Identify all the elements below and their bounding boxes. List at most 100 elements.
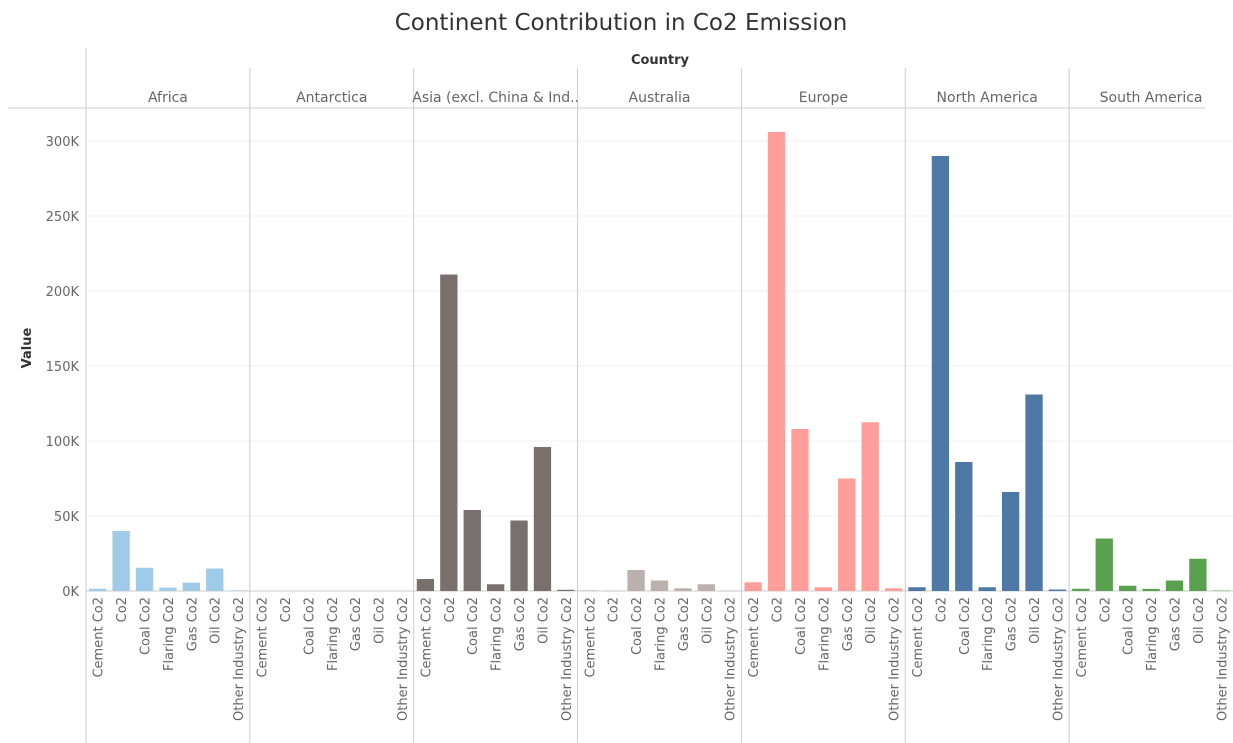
bar <box>510 520 528 591</box>
bar <box>1189 558 1207 591</box>
category-label: Gas Co2 <box>1168 597 1183 651</box>
bar <box>931 156 950 591</box>
bar <box>135 567 154 591</box>
bar <box>814 587 833 591</box>
category-label: Cement Co2 <box>92 597 107 678</box>
category-label: Oil Co2 <box>373 597 388 644</box>
category-label: Flaring Co2 <box>817 597 832 671</box>
bar <box>486 584 505 591</box>
category-label: Coal Co2 <box>1122 597 1137 655</box>
bar <box>1142 588 1160 591</box>
bar <box>650 580 669 591</box>
bar <box>697 584 715 591</box>
panel-label: Africa <box>148 90 188 106</box>
bar <box>112 531 130 591</box>
bar <box>416 579 435 591</box>
category-label: Co2 <box>771 597 786 622</box>
category-label: Coal Co2 <box>630 597 645 655</box>
bar <box>182 582 200 591</box>
category-label: Gas Co2 <box>677 597 692 651</box>
bar <box>1165 580 1184 591</box>
category-label: Co2 <box>1098 597 1113 622</box>
panel-label: Europe <box>799 90 848 106</box>
category-label: Gas Co2 <box>1005 597 1020 651</box>
category-label: Oil Co2 <box>1192 597 1207 644</box>
bar <box>580 590 598 591</box>
category-label: Flaring Co2 <box>326 597 341 671</box>
bars <box>89 132 1230 592</box>
panel-label: Antarctica <box>296 90 367 106</box>
category-label: Oil Co2 <box>536 597 551 644</box>
category-label: Cement Co2 <box>747 597 762 678</box>
category-label: Other Industry Co2 <box>888 597 903 721</box>
panel-labels: Africa Antarctica Asia (excl. China & Ind.… <box>148 90 1203 106</box>
bar <box>1072 588 1090 591</box>
bar <box>627 570 645 591</box>
category-label: Gas Co2 <box>349 597 364 651</box>
bar <box>884 588 903 591</box>
category-label: Coal Co2 <box>958 597 973 655</box>
category-label: Oil Co2 <box>864 597 879 644</box>
category-label: Coal Co2 <box>302 597 317 655</box>
category-label: Coal Co2 <box>794 597 809 655</box>
category-label: Gas Co2 <box>513 597 528 651</box>
category-label: Co2 <box>607 597 622 622</box>
category-label: Other Industry Co2 <box>396 597 411 721</box>
column-header: Country <box>631 53 690 68</box>
category-label: Gas Co2 <box>185 597 200 651</box>
bar <box>159 587 177 591</box>
category-label: Other Industry Co2 <box>232 597 247 721</box>
y-tick-label: 0K <box>62 585 79 600</box>
y-tick-label: 150K <box>46 360 80 375</box>
bar <box>89 588 107 591</box>
bar <box>838 478 856 591</box>
y-axis-label: Value <box>20 327 35 368</box>
category-label: Cement Co2 <box>911 597 926 678</box>
bar <box>744 582 762 591</box>
bar <box>557 589 575 591</box>
y-axis-ticks: 0K 50K 100K 150K 200K 250K 300K <box>46 135 80 600</box>
gridlines <box>86 140 1233 517</box>
category-label: Flaring Co2 <box>490 597 505 671</box>
bar <box>440 274 458 591</box>
chart-title: Continent Contribution in Co2 Emission <box>395 10 848 36</box>
panel-label: South America <box>1100 90 1203 106</box>
panel-label: Asia (excl. China & Ind.. <box>412 90 579 106</box>
category-label: Oil Co2 <box>209 597 224 644</box>
category-label: Coal Co2 <box>139 597 154 655</box>
bar <box>1212 590 1230 592</box>
category-label: Cement Co2 <box>1075 597 1090 678</box>
bar <box>1048 589 1067 591</box>
category-labels: Cement Co2 Co2 Coal Co2 Flaring Co2 Gas Co2 O… <box>92 597 1231 721</box>
bar <box>861 422 879 591</box>
y-tick-label: 300K <box>46 135 80 150</box>
bar <box>229 590 247 591</box>
category-label: Oil Co2 <box>1028 597 1043 644</box>
bar <box>533 447 552 591</box>
category-label: Cement Co2 <box>419 597 434 678</box>
panel-label: North America <box>937 90 1038 106</box>
category-label: Gas Co2 <box>841 597 856 651</box>
bar <box>463 510 481 591</box>
bar <box>1025 394 1043 591</box>
bar <box>674 588 692 591</box>
category-label: Other Industry Co2 <box>1215 597 1230 721</box>
bar <box>908 587 926 591</box>
category-label: Cement Co2 <box>583 597 598 678</box>
category-label: Co2 <box>443 597 458 622</box>
y-tick-label: 250K <box>46 210 80 225</box>
bar <box>1095 538 1113 591</box>
bar <box>604 590 622 592</box>
bar <box>767 132 786 591</box>
category-label: Co2 <box>934 597 949 622</box>
bar <box>206 568 224 591</box>
panel-label: Australia <box>629 90 691 106</box>
bar <box>721 590 739 592</box>
bar <box>978 587 996 591</box>
category-label: Flaring Co2 <box>1145 597 1160 671</box>
category-label: Co2 <box>279 597 294 622</box>
y-tick-label: 100K <box>46 435 80 450</box>
category-label: Coal Co2 <box>466 597 481 655</box>
